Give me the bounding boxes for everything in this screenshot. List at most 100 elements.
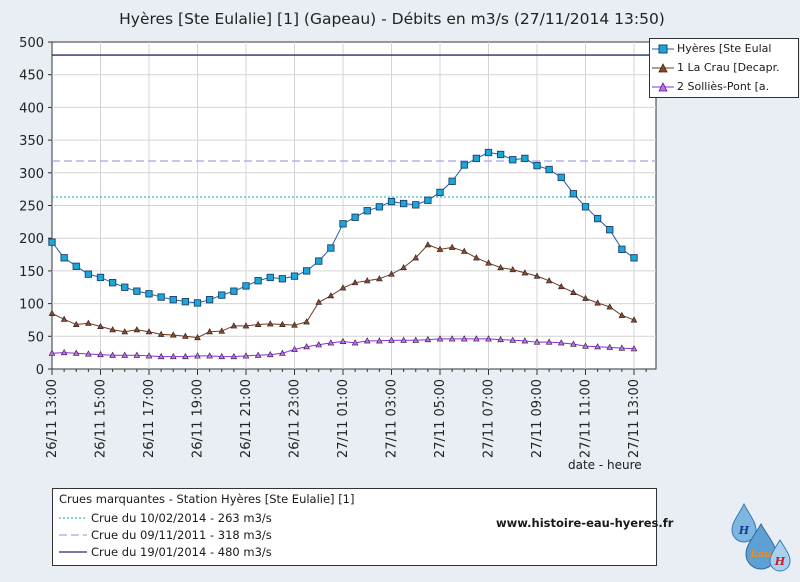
data-point [121, 328, 129, 335]
x-tick-label: 27/11 05:00 [433, 379, 448, 458]
legend-label: 1 La Crau [Decapr. [677, 61, 780, 74]
legend-label: Hyères [Ste Eulal [677, 42, 772, 55]
data-point [351, 339, 359, 346]
data-point [400, 263, 407, 271]
data-point [97, 322, 104, 329]
x-axis-label: date - heure [568, 458, 642, 472]
data-point [424, 335, 432, 343]
data-point [157, 330, 165, 337]
data-point [218, 327, 226, 334]
data-point [266, 350, 274, 358]
data-point [291, 321, 298, 328]
data-point [193, 299, 202, 307]
crues-panel: Crues marquantes - Station Hyères [Ste E… [52, 488, 657, 566]
data-point [618, 245, 626, 253]
grid [52, 42, 656, 369]
data-point [266, 320, 274, 327]
data-point [108, 279, 117, 287]
data-point [121, 283, 129, 291]
x-tick-label-group: 27/11 13:00 [627, 379, 642, 458]
x-tick-label: 26/11 21:00 [239, 379, 254, 458]
data-point [594, 343, 601, 350]
data-point [303, 318, 310, 325]
data-point [460, 161, 468, 169]
data-point [485, 335, 492, 342]
data-point [351, 213, 359, 221]
data-point [460, 247, 468, 254]
data-point [327, 292, 335, 299]
data-point [339, 220, 347, 228]
x-tick-label-group: 27/11 05:00 [433, 379, 448, 458]
data-point [278, 275, 287, 283]
x-axis: 26/11 13:00 26/11 15:00 26/11 17:00 26/11 1… [45, 369, 647, 458]
data-point [630, 254, 638, 262]
data-point [521, 337, 529, 344]
data-point [182, 352, 189, 360]
y-tick-label: 200 [19, 232, 44, 247]
y-tick-label: 0 [36, 363, 44, 378]
y-tick-label: 150 [19, 265, 44, 280]
data-point [569, 190, 578, 198]
crue-label: Crue du 19/01/2014 - 480 m3/s [91, 544, 272, 559]
data-point [460, 335, 468, 342]
data-point [436, 188, 444, 197]
data-point [473, 254, 480, 261]
data-point [581, 203, 590, 211]
x-tick-label: 27/11 09:00 [530, 379, 545, 458]
x-tick-label: 27/11 13:00 [627, 379, 642, 458]
data-point [363, 207, 371, 215]
x-tick-label-group: 27/11 01:00 [336, 379, 351, 458]
y-tick-label: 50 [27, 330, 44, 345]
legend-marker-triangle [652, 62, 674, 72]
data-point [327, 339, 335, 346]
x-tick-label-group: 27/11 07:00 [482, 379, 497, 458]
data-point [618, 311, 626, 318]
data-point [484, 148, 493, 157]
data-point [436, 245, 444, 252]
data-point [424, 196, 432, 204]
data-point [412, 254, 420, 261]
data-point [230, 287, 238, 295]
data-point [60, 254, 68, 262]
data-point [630, 316, 638, 323]
data-point [205, 296, 214, 304]
data-point [182, 332, 189, 339]
data-point [557, 282, 565, 290]
x-tick-label-group: 26/11 19:00 [191, 379, 206, 458]
svg-text:H: H [774, 555, 786, 568]
data-point [133, 351, 141, 358]
data-point [339, 337, 347, 345]
data-point [376, 337, 383, 344]
y-axis: 0 50 100 150 200 250 300 350 400 450 500 [19, 36, 52, 378]
y-tick-label: 300 [19, 167, 44, 182]
data-point [448, 177, 456, 185]
data-point [206, 352, 213, 359]
data-point [496, 150, 505, 159]
legend-label: 2 Solliès-Pont [a. [677, 80, 770, 93]
data-point [388, 270, 395, 277]
crue-item: Crue du 19/01/2014 - 480 m3/s [59, 543, 650, 560]
data-point [169, 331, 177, 338]
data-point [157, 352, 165, 360]
data-point [582, 342, 589, 349]
data-point [218, 291, 226, 299]
x-tick-label: 26/11 23:00 [288, 379, 303, 458]
data-point [545, 165, 553, 174]
crue-line-dashed [59, 533, 87, 536]
x-tick-label: 27/11 03:00 [385, 379, 400, 458]
data-point [315, 298, 323, 305]
x-tick-label: 26/11 19:00 [191, 379, 206, 458]
data-point [485, 259, 492, 266]
legend-item: 1 La Crau [Decapr. [650, 58, 798, 77]
data-point [60, 349, 68, 356]
data-point [387, 197, 396, 206]
data-point [436, 335, 444, 342]
data-point [606, 303, 614, 310]
data-point [533, 272, 541, 279]
data-point [630, 345, 638, 352]
data-point [218, 352, 226, 360]
x-tick-label: 26/11 17:00 [142, 379, 157, 458]
data-point [582, 294, 589, 301]
data-point [315, 257, 323, 265]
